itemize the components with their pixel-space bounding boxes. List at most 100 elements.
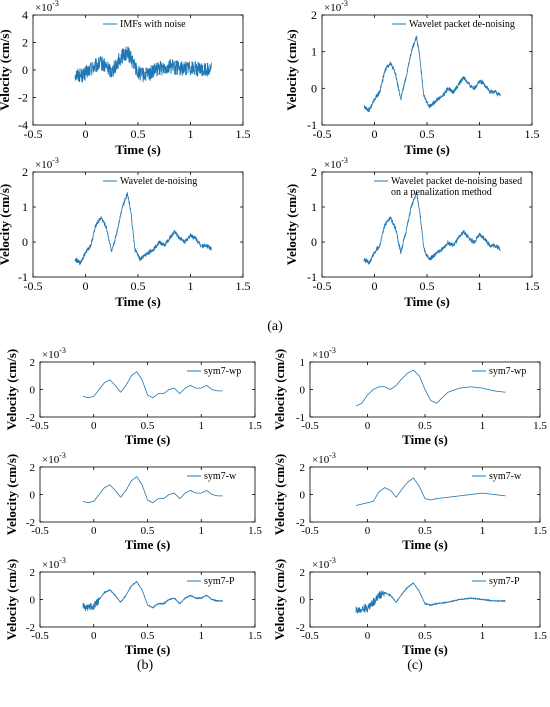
x-axis-label: Time (s) [402,537,448,552]
x-tick-label: 0 [83,127,89,141]
y-tick-label: 0 [22,235,28,249]
y-tick-label: 1 [311,45,317,59]
x-tick-label: 1 [199,525,205,537]
y-tick-label: -2 [296,517,305,529]
x-tick-label: 1.5 [533,525,547,537]
chart-1: -0.5 0 0.5 1 1.5 -4 -2 0 2 4 ×10-3 Time (s) Velocity… [0,0,251,157]
y-axis-label: Velocity (cm/s) [4,454,19,535]
y-tick-label: -2 [26,622,35,634]
x-axis-label: Time (s) [404,142,450,157]
y-tick-label: 2 [311,8,317,22]
x-tick-label: 0 [83,279,89,293]
x-tick-label: 1.5 [525,127,540,141]
y-tick-label: 1 [311,200,317,214]
x-tick-label: 0.5 [420,127,435,141]
y-tick-label: 2 [300,462,306,474]
x-axis-label: Time (s) [125,642,171,657]
y-tick-label: -2 [296,622,305,634]
y-tick-label: 2 [30,357,36,369]
legend-label: Wavelet packet de-noising based on a pena… [391,176,522,198]
y-tick-label: 1 [300,357,306,369]
legend-label: Wavelet packet de-noising [409,19,515,30]
y-axis-label: Velocity (cm/s) [272,559,287,640]
x-axis-label: Time (s) [402,432,448,447]
y-exponent-label: ×10-3 [324,0,348,14]
y-tick-label: 2 [311,165,317,179]
y-tick-label: 2 [300,567,306,579]
x-axis-label: Time (s) [125,537,171,552]
x-tick-label: 1 [188,127,194,141]
x-tick-label: 0 [365,525,371,537]
chart-2: -0.5 0 0.5 1 1.5 -1 0 1 2 ×10-3 Time (s) Velocity (… [284,0,540,157]
y-tick-label: 0 [300,385,306,397]
y-tick-label: 2 [30,567,36,579]
axes-box [32,171,244,278]
y-axis-label: Velocity (cm/s) [272,349,287,430]
x-tick-label: -0.5 [31,420,49,432]
series-line [355,477,506,506]
x-tick-label: 1.5 [248,630,262,642]
y-tick-label: 4 [22,8,28,22]
y-axis-label: Velocity (cm/s) [272,454,287,535]
y-tick-label: 0 [311,235,317,249]
legend-label: IMFs with noise [120,19,186,30]
y-tick-label: -2 [26,412,35,424]
y-exponent-label: ×10-3 [42,556,66,571]
legend-label: sym7-wp [204,366,241,377]
x-tick-label: 1 [477,127,483,141]
series-line [82,580,223,611]
chart-panels: -0.5 0 0.5 1 1.5 -4 -2 0 2 4 ×10-3 Time (s) Velocity… [0,0,547,657]
x-axis-label: Time (s) [115,142,161,157]
x-tick-label: 0 [91,420,97,432]
x-tick-label: 1.5 [533,630,547,642]
y-tick-label: -1 [18,270,28,284]
y-exponent-label: ×10-3 [312,556,336,571]
x-axis-label: Time (s) [404,294,450,309]
y-exponent-label: ×10-3 [324,156,348,171]
x-tick-label: 0.5 [420,279,435,293]
chart-4: -0.5 0 0.5 1 1.5 -1 0 1 2 ×10-3 Time (s) Velocity (… [284,156,540,309]
chart-6: -0.5 0 0.5 1 1.5 -1 0 1 ×10-3 Time (s) Velocity (c… [272,346,547,447]
x-tick-label: 0.5 [131,279,146,293]
series-line [355,369,506,407]
y-tick-label: 0 [300,490,306,502]
y-axis-label: Velocity (cm/s) [0,29,12,110]
chart-7: -0.5 0 0.5 1 1.5 -2 0 2 ×10-3 Time (s) Velocity (c… [4,451,262,552]
series-line [363,35,501,113]
x-tick-label: 0 [372,127,378,141]
series-line [82,371,223,399]
x-tick-label: 0 [372,279,378,293]
x-tick-label: 1 [188,279,194,293]
x-axis-label: Time (s) [125,432,171,447]
x-tick-label: 1 [480,420,486,432]
y-tick-label: -2 [26,517,35,529]
x-tick-label: -0.5 [313,279,332,293]
x-tick-label: -0.5 [301,420,319,432]
x-tick-label: 0.5 [418,630,432,642]
x-tick-label: 0.5 [141,630,155,642]
x-tick-label: 0.5 [418,420,432,432]
y-tick-label: 0 [311,81,317,95]
x-axis-label: Time (s) [115,294,161,309]
series-line [74,191,212,266]
x-tick-label: 0 [365,420,371,432]
x-tick-label: 1 [480,525,486,537]
x-tick-label: 1.5 [236,279,251,293]
panel-label-b: (b) [137,658,154,673]
x-tick-label: 1 [480,630,486,642]
y-exponent-label: ×10-3 [35,156,59,171]
legend-label: sym7-P [204,576,235,587]
y-axis-label: Velocity (cm/s) [284,29,299,110]
y-tick-label: -1 [307,118,317,132]
x-tick-label: -0.5 [301,525,319,537]
y-tick-label: 2 [30,462,36,474]
y-axis-label: Velocity (cm/s) [4,559,19,640]
y-exponent-label: ×10-3 [312,346,336,361]
panel-label-c: (c) [407,658,423,673]
x-tick-label: 1.5 [236,127,251,141]
chart-8: -0.5 0 0.5 1 1.5 -2 0 2 ×10-3 Time (s) Velocity (c… [272,451,547,552]
series-line [82,476,223,504]
x-tick-label: 0 [365,630,371,642]
axes-box [32,14,244,126]
